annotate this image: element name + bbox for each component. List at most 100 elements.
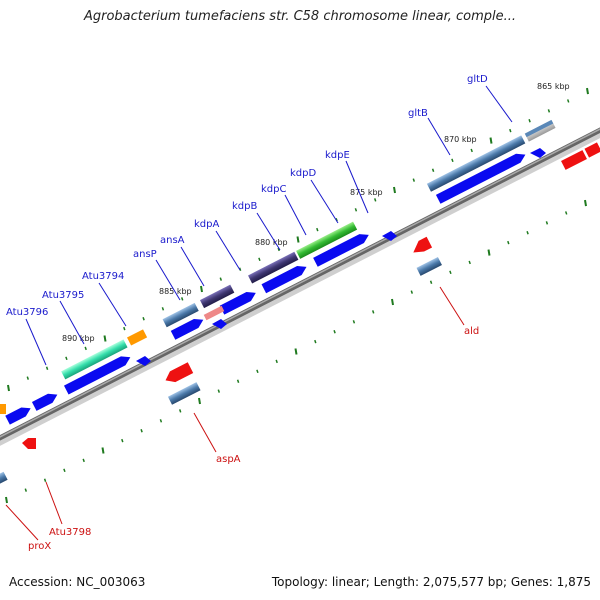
- tick-mark: [159, 419, 163, 423]
- tick-mark: [256, 369, 259, 374]
- gene-kdpE[interactable]: [296, 221, 358, 259]
- tick-mark: [333, 329, 336, 334]
- gene-arrow-kdpD[interactable]: [313, 230, 371, 267]
- gene-small-arrow-4[interactable]: [212, 319, 227, 329]
- gene-arrow-Atu3796[interactable]: [5, 404, 33, 425]
- tick-mark: [26, 376, 30, 380]
- tick-mark: [352, 320, 356, 324]
- gene-arrow-ansA[interactable]: [170, 315, 206, 340]
- tick-mark: [412, 178, 416, 182]
- gene-arrow-Atu3794[interactable]: [63, 353, 133, 395]
- gene-red-2[interactable]: [584, 142, 600, 158]
- tick-mark: [528, 118, 531, 123]
- gene-small-arrow-3[interactable]: [136, 356, 151, 366]
- scale-labels: 865 kbp 870 kbp 875 kbp 880 kbp 885 kbp …: [62, 82, 570, 343]
- gene-label-ansA: ansA: [160, 235, 185, 246]
- topology-text: Topology: linear; Length: 2,075,577 bp; …: [271, 575, 591, 589]
- gene-ald[interactable]: [416, 256, 442, 276]
- gene-small-arrow-2[interactable]: [382, 231, 397, 241]
- gene-label-aspA: aspA: [216, 454, 241, 465]
- gene-pink[interactable]: [203, 305, 225, 321]
- gene-label-Atu3795: Atu3795: [42, 290, 84, 301]
- tick-mark: [294, 348, 298, 355]
- tick-mark: [296, 236, 300, 243]
- gene-label-kdpB: kdpB: [232, 201, 257, 212]
- reverse-label-leaders: [5, 286, 465, 541]
- gene-small-arrow-1[interactable]: [530, 148, 546, 158]
- scale-label-890: 890 kbp: [62, 334, 95, 343]
- gene-gltB[interactable]: [426, 135, 526, 192]
- tick-mark: [63, 468, 66, 473]
- gene-label-ansP: ansP: [133, 249, 157, 260]
- tick-mark: [43, 478, 47, 482]
- gene-Atu3798[interactable]: [22, 438, 36, 449]
- forward-label-leaders: [25, 85, 513, 366]
- gene-ald-red[interactable]: [410, 236, 433, 256]
- gene-kdpB[interactable]: [199, 284, 235, 309]
- scale-label-870: 870 kbp: [444, 135, 477, 144]
- tick-mark: [65, 356, 68, 361]
- tick-mark: [142, 316, 145, 321]
- tick-mark: [45, 366, 49, 370]
- tick-mark: [566, 99, 570, 103]
- tick-mark: [180, 297, 184, 301]
- scale-ticks: [5, 87, 589, 504]
- gene-aspA[interactable]: [167, 382, 201, 405]
- gene-aspA-red[interactable]: [163, 362, 194, 385]
- tick-mark: [586, 87, 589, 95]
- tick-mark: [489, 137, 493, 144]
- gene-gltD-top: [524, 119, 554, 138]
- gene-label-gltB: gltB: [408, 108, 428, 119]
- tick-mark: [431, 168, 435, 172]
- tick-mark: [121, 438, 124, 443]
- forward-genes: [0, 119, 556, 425]
- gene-Atu3794[interactable]: [61, 339, 128, 380]
- forward-gene-labels: gltD gltB kdpE kdpD kdpC kdpB kdpA ansA …: [6, 74, 488, 318]
- backbone: [0, 127, 600, 446]
- tick-mark: [161, 307, 165, 311]
- tick-mark: [277, 247, 280, 252]
- tick-mark: [103, 335, 107, 342]
- tick-mark: [410, 290, 414, 294]
- tick-mark: [219, 277, 223, 281]
- tick-mark: [391, 298, 394, 306]
- gene-Atu3793[interactable]: [127, 329, 148, 346]
- scale-label-875: 875 kbp: [350, 188, 383, 197]
- gene-proX[interactable]: [0, 471, 8, 486]
- gene-arrow-kdpB[interactable]: [261, 262, 309, 294]
- tick-mark: [101, 447, 105, 454]
- tick-mark: [84, 346, 87, 351]
- scale-label-880: 880 kbp: [255, 238, 288, 247]
- gene-label-gltD: gltD: [467, 74, 488, 85]
- tick-mark: [217, 389, 221, 393]
- scale-label-865: 865 kbp: [537, 82, 570, 91]
- accession-text: Accession: NC_003063: [9, 575, 146, 589]
- tick-mark: [371, 310, 375, 314]
- gene-label-Atu3794: Atu3794: [82, 271, 124, 282]
- tick-mark: [564, 211, 568, 215]
- tick-mark: [584, 199, 587, 207]
- gene-label-kdpC: kdpC: [261, 184, 286, 195]
- gene-kdpC-kdpD[interactable]: [248, 251, 299, 284]
- gene-edge-orange[interactable]: [0, 404, 6, 414]
- tick-mark: [451, 158, 454, 163]
- tick-mark: [547, 109, 551, 113]
- tick-mark: [314, 339, 317, 344]
- tick-mark: [24, 488, 28, 492]
- gene-label-ald: ald: [464, 326, 479, 337]
- gene-ansA[interactable]: [162, 302, 199, 328]
- tick-mark: [82, 458, 85, 463]
- tick-mark: [123, 326, 126, 331]
- tick-mark: [449, 270, 452, 275]
- tick-mark: [354, 208, 358, 212]
- tick-mark: [470, 148, 473, 153]
- gene-arrow-kdpA[interactable]: [219, 288, 258, 315]
- gene-arrow-gltB[interactable]: [435, 150, 528, 204]
- gene-label-kdpE: kdpE: [325, 150, 350, 161]
- tick-mark: [198, 397, 201, 405]
- gene-label-proX: proX: [28, 541, 51, 552]
- tick-mark: [468, 260, 471, 265]
- gene-arrow-Atu3795[interactable]: [31, 390, 60, 411]
- gene-red-1[interactable]: [561, 150, 587, 170]
- tick-mark: [140, 428, 143, 433]
